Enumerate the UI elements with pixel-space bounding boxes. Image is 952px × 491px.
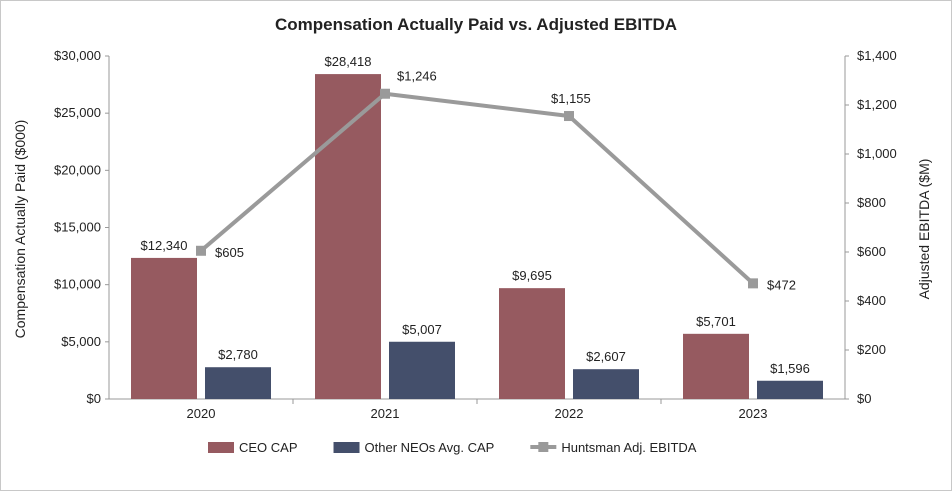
bar-data-label: $5,701 bbox=[696, 314, 736, 329]
line-data-label: $472 bbox=[767, 277, 796, 292]
bar-ceo-cap-2020 bbox=[131, 257, 197, 399]
bar-data-label: $2,780 bbox=[218, 347, 258, 362]
bar-data-label: $1,596 bbox=[770, 361, 810, 376]
left-tick-label: $5,000 bbox=[61, 334, 101, 349]
x-tick-label: 2022 bbox=[555, 406, 584, 421]
left-y-axis-label: Compensation Actually Paid ($000) bbox=[12, 120, 28, 339]
legend-label: Huntsman Adj. EBITDA bbox=[561, 440, 696, 455]
bar-data-label: $12,340 bbox=[141, 238, 188, 253]
left-tick-label: $15,000 bbox=[54, 220, 101, 235]
line-data-label: $1,246 bbox=[397, 69, 437, 84]
right-y-axis-label: Adjusted EBITDA ($M) bbox=[916, 159, 932, 300]
ebitda-marker-2023 bbox=[748, 278, 758, 289]
right-tick-label: $600 bbox=[857, 244, 886, 259]
x-axis: 2020 2021 2022 2023 bbox=[109, 398, 845, 421]
right-tick-label: $800 bbox=[857, 195, 886, 210]
line-data-label: $1,155 bbox=[551, 91, 591, 106]
legend: CEO CAP Other NEOs Avg. CAP Huntsman Adj. … bbox=[208, 440, 697, 455]
legend-label: CEO CAP bbox=[239, 440, 298, 455]
x-tick-label: 2020 bbox=[187, 406, 216, 421]
chart-title: Compensation Actually Paid vs. Adjusted … bbox=[275, 15, 677, 34]
left-tick-label: $10,000 bbox=[54, 277, 101, 292]
bar-other-neos-avg-cap-2022 bbox=[573, 369, 639, 399]
legend-swatch bbox=[333, 442, 360, 453]
left-tick-label: $30,000 bbox=[54, 48, 101, 63]
x-tick-label: 2021 bbox=[371, 406, 400, 421]
right-tick-label: $200 bbox=[857, 342, 886, 357]
right-tick-label: $1,200 bbox=[857, 97, 897, 112]
left-tick-label: $20,000 bbox=[54, 162, 101, 177]
ebitda-marker-2021 bbox=[380, 88, 390, 99]
x-tick-label: 2023 bbox=[739, 406, 768, 421]
legend-swatch-marker bbox=[538, 442, 549, 452]
bar-other-neos-avg-cap-2023 bbox=[757, 380, 823, 399]
left-tick-label: $0 bbox=[87, 391, 101, 406]
bar-series-group bbox=[131, 74, 823, 400]
data-labels-group: $12,340 $28,418 $9,695 $5,701 $2,780 $5,007 $2… bbox=[141, 54, 810, 376]
right-tick-label: $1,400 bbox=[857, 48, 897, 63]
right-y-axis: $0 $200 $400 $600 $800 $1,000 $1,200 $1,400 bbox=[844, 48, 897, 406]
bar-other-neos-avg-cap-2020 bbox=[205, 367, 271, 399]
bar-ceo-cap-2022 bbox=[499, 288, 565, 399]
bar-ceo-cap-2023 bbox=[683, 333, 749, 399]
bar-data-label: $5,007 bbox=[402, 322, 442, 337]
bar-ceo-cap-2021 bbox=[315, 74, 381, 400]
bar-other-neos-avg-cap-2021 bbox=[389, 341, 455, 399]
line-series-group bbox=[196, 88, 758, 289]
bar-data-label: $2,607 bbox=[586, 349, 626, 364]
ebitda-marker-2020 bbox=[196, 245, 206, 256]
ebitda-marker-2022 bbox=[564, 111, 574, 122]
right-tick-label: $0 bbox=[857, 391, 871, 406]
legend-swatch bbox=[208, 442, 234, 453]
bar-data-label: $28,418 bbox=[325, 54, 372, 69]
left-y-axis: $0 $5,000 $10,000 $15,000 $20,000 $25,000 $30,… bbox=[54, 48, 110, 406]
right-tick-label: $1,000 bbox=[857, 146, 897, 161]
bar-data-label: $9,695 bbox=[512, 268, 552, 283]
legend-label: Other NEOs Avg. CAP bbox=[365, 440, 495, 455]
left-tick-label: $25,000 bbox=[54, 105, 101, 120]
ebitda-line bbox=[199, 91, 755, 285]
right-tick-label: $400 bbox=[857, 293, 886, 308]
line-data-label: $605 bbox=[215, 245, 244, 260]
